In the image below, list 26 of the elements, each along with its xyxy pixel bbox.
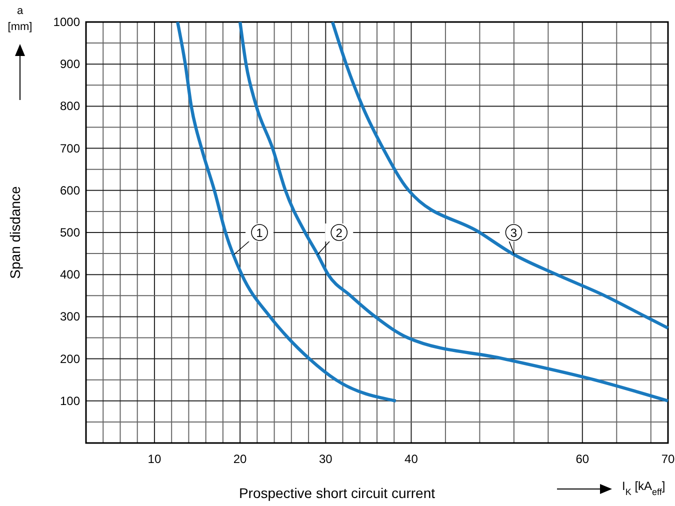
series-label: 2 [336,226,343,240]
y-tick-label: 200 [60,352,80,366]
y-axis-title: Span disdance [7,186,23,279]
x-tick-label: 20 [233,452,248,466]
line-series [176,20,398,402]
y-tick-label: 700 [60,141,80,156]
y-tick-label: 900 [60,57,80,72]
text: a [mm] [8,5,32,33]
y-tick-label: 1000 [53,15,80,29]
y-tick-label: 800 [60,99,80,114]
y-tick-label: 600 [60,183,80,198]
y-tick-label: 100 [60,394,80,408]
x-tick-label: 30 [318,452,333,466]
text: I$_{K}$ [kA$_{eff}$] [622,479,666,497]
y-tick-label: 400 [60,268,80,282]
series-label: 3 [510,226,518,240]
x-tick-label: 40 [404,452,418,466]
y-tick-label: 300 [60,310,80,324]
x-tick-label: 10 [148,452,162,466]
text: 1 [256,226,264,240]
x-axis-title: Prospective short circuit current [238,485,436,501]
y-tick-label: 500 [60,226,80,240]
x-tick-label: 70 [661,452,675,466]
line-series [330,20,670,330]
line-series [238,20,670,402]
x-tick-label: 60 [576,452,590,466]
